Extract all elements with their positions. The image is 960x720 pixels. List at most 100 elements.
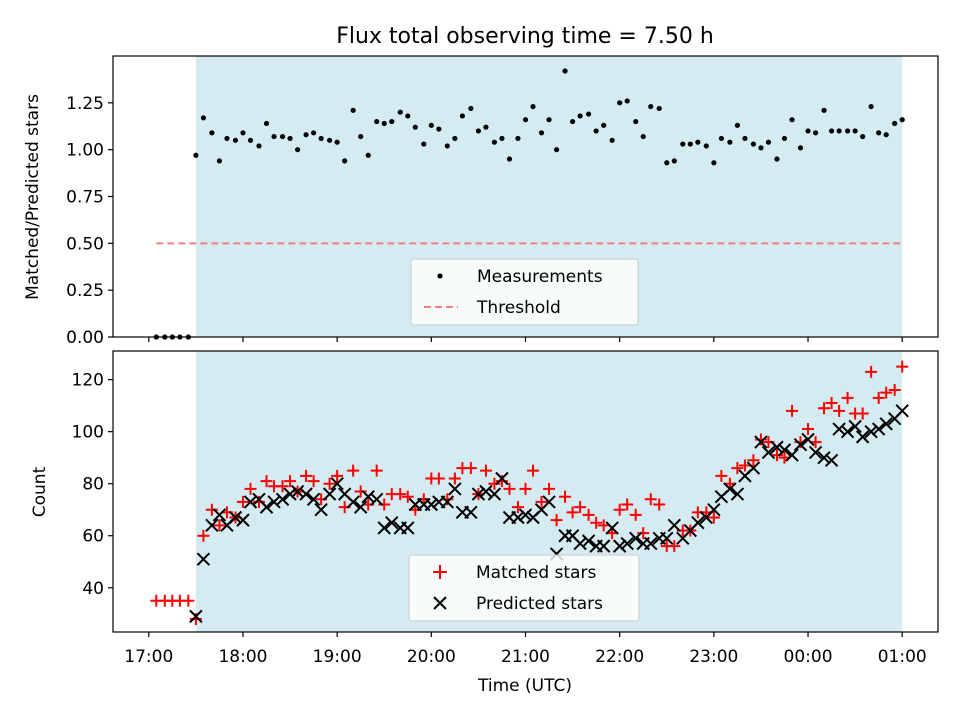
measurement-point <box>318 135 324 142</box>
measurement-point <box>656 105 662 112</box>
predicted-star-point <box>864 424 878 439</box>
matched-star-point <box>276 480 289 493</box>
x-tick-label: 19:00 <box>313 647 362 667</box>
matched-star-point <box>527 464 540 477</box>
measurement-point <box>350 107 356 113</box>
top-legend-box <box>410 258 639 326</box>
predicted-star-point <box>487 487 502 501</box>
measurement-point <box>836 128 842 134</box>
measurement-point <box>421 141 427 147</box>
matched-star-point <box>503 482 516 495</box>
measurement-point <box>664 160 670 166</box>
y-tick-label: 0.25 <box>66 281 104 301</box>
legend-matched-marker <box>433 565 447 579</box>
predicted-star-point <box>440 495 455 509</box>
predicted-star-point <box>290 484 305 499</box>
predicted-star-point <box>275 492 290 507</box>
predicted-star-point <box>581 534 596 548</box>
matched-star-point <box>668 540 681 553</box>
predicted-star-point <box>518 508 533 522</box>
measurement-point <box>617 100 623 106</box>
legend-predicted-marker <box>433 596 447 610</box>
predicted-star-point <box>542 495 556 509</box>
matched-star-point <box>731 462 744 475</box>
measurement-point <box>742 135 748 142</box>
y-tick-label: 0.50 <box>66 234 104 254</box>
predicted-star-point <box>299 487 313 501</box>
matched-star-point <box>738 459 751 472</box>
measurement-point <box>491 139 498 145</box>
measurement-point <box>680 141 686 147</box>
predicted-star-point <box>817 450 831 465</box>
measurement-point <box>828 128 835 134</box>
predicted-star-point <box>424 497 439 512</box>
measurement-point <box>506 156 513 162</box>
predicted-star-point <box>785 448 799 462</box>
y-tick-label: 0.00 <box>66 328 104 348</box>
measurement-point <box>648 103 654 110</box>
matched-star-point <box>300 469 313 482</box>
measurement-point <box>216 158 223 164</box>
matched-star-point <box>559 490 572 503</box>
predicted-star-point <box>464 505 478 520</box>
matched-star-point <box>488 477 501 490</box>
predicted-star-point <box>267 495 281 509</box>
measurement-point <box>475 128 482 134</box>
measurement-point <box>546 117 552 123</box>
predicted-star-point <box>832 422 846 436</box>
matched-star-point <box>715 469 728 482</box>
predicted-star-point <box>777 443 792 457</box>
measurement-point <box>703 143 709 149</box>
matched-star-point <box>644 493 657 506</box>
matched-star-point <box>378 498 391 511</box>
measurement-point <box>553 147 560 153</box>
predicted-star-point <box>196 552 211 566</box>
matched-star-point <box>519 482 532 495</box>
predicted-star-point <box>691 516 705 530</box>
predicted-star-point <box>793 437 808 452</box>
matched-star-point <box>770 449 783 462</box>
predicted-star-point <box>259 500 274 514</box>
measurement-point <box>452 135 458 142</box>
predicted-star-point <box>212 508 227 522</box>
measurement-point <box>781 135 788 142</box>
predicted-star-point <box>385 516 399 530</box>
top-panel: Flux total observing time = 7.50 h 0.00 0… <box>23 24 939 348</box>
legend-measurements-marker <box>437 273 443 279</box>
measurement-point <box>365 152 371 158</box>
y-tick-label: 1.25 <box>66 94 104 114</box>
matched-star-point <box>448 472 461 485</box>
predicted-star-point <box>236 513 250 527</box>
x-tick-label: 18:00 <box>218 647 267 667</box>
matched-star-point <box>307 475 320 488</box>
matched-star-point <box>880 386 893 399</box>
measurement-point <box>499 135 505 142</box>
matched-star-point <box>197 529 210 542</box>
top-legend: Measurements Threshold <box>410 258 639 326</box>
measurement-point <box>193 152 199 158</box>
measurement-point <box>821 107 827 113</box>
bottom-legend-box <box>408 554 640 622</box>
matched-star-point <box>511 501 524 514</box>
predicted-star-point <box>855 430 870 444</box>
predicted-star-point <box>770 440 784 454</box>
predicted-star-point <box>879 417 893 431</box>
matched-star-point <box>825 397 838 410</box>
measurement-point <box>538 130 545 136</box>
measurement-point <box>483 124 489 130</box>
measurement-point <box>797 145 804 151</box>
measurement-point <box>577 113 583 119</box>
predicted-star-point <box>243 495 258 509</box>
matched-star-point <box>747 454 760 467</box>
measurement-point <box>899 117 905 123</box>
measurement-point <box>381 120 387 127</box>
measurement-point <box>444 143 450 149</box>
bottom-legend: Matched stars Predicted stars <box>408 554 640 622</box>
measurement-point <box>405 113 411 119</box>
predicted-star-point <box>322 487 337 501</box>
measurement-point <box>687 141 693 147</box>
matched-star-point <box>432 472 445 485</box>
measurement-point <box>593 128 599 134</box>
x-tick-label: 23:00 <box>689 647 738 667</box>
predicted-star-point <box>495 471 509 486</box>
